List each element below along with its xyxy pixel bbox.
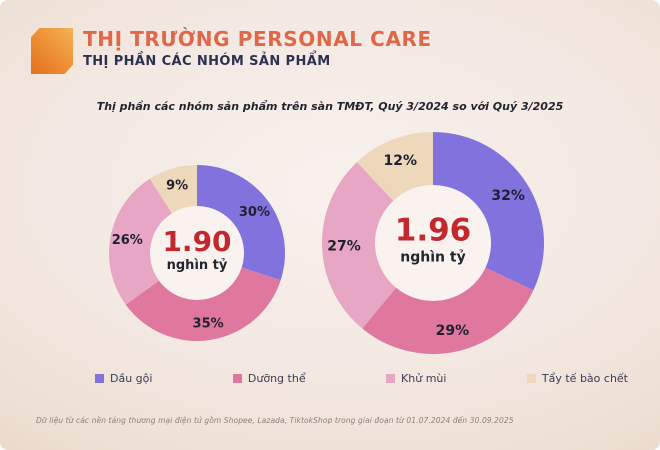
legend-item-khu-mui: Khử mùi [386,372,446,385]
donut-1-segment-0 [433,132,544,291]
donut-0-segment-label-2: 26% [112,233,143,248]
legend-swatch-icon [386,374,396,383]
donut-0-segment-0 [197,165,285,281]
donut-chart-q3-2024: 30% 35% 26% 9% [109,165,285,341]
donut-1-segment-label-3: 12% [383,153,417,169]
donut-0-segment-label-0: 30% [239,205,270,220]
legend-swatch-icon [526,374,536,383]
legend-item-tay-te-bao-chet: Tẩy tế bào chết [526,372,628,385]
donut-1-segment-label-1: 29% [436,323,470,339]
donut-hole [375,185,491,301]
donut-0-segment-label-1: 35% [193,317,224,332]
legend-swatch-icon [95,374,104,383]
legend-swatch-icon [232,374,242,383]
legend-item-dau-goi: Dầu gội [95,372,152,385]
chart-title: Thị phần các nhóm sản phẩm trên sàn TMĐT… [96,100,564,113]
donut-1-segment-3 [357,132,433,201]
donut-hole [150,206,244,300]
donut-0-segment-1 [125,267,281,341]
legend-item-duong-the: Dưỡng thể [232,372,306,385]
legend-label: Dưỡng thể [247,372,306,385]
legend-label: Tẩy tế bào chết [541,372,628,385]
brand-logo-icon [31,28,73,74]
donut-chart-q3-2025: 32% 29% 27% 12% [322,132,544,354]
donut-1-segment-label-2: 27% [327,239,361,255]
legend-label: Khử mùi [401,372,447,385]
donut-0-segment-2 [109,178,172,305]
donut-0-segment-label-3: 9% [166,178,188,193]
donut-0-segment-3 [149,165,197,214]
source-note: Dữ liệu từ các nền tảng thương mại điện … [36,416,514,425]
page-title: THỊ TRƯỜNG PERSONAL CARE [83,27,432,51]
page-subtitle: THỊ PHẦN CÁC NHÓM SẢN PHẨM [83,54,331,69]
donut-1-segment-2 [322,162,397,329]
donut-1-segment-label-0: 32% [491,188,525,204]
header: THỊ TRƯỜNG PERSONAL CARE THỊ PHẦN CÁC NH… [83,27,432,70]
legend-label: Dầu gội [110,372,153,385]
chart-legend: Dầu gội Dưỡng thể Khử mùi Tẩy tế bào chế… [95,372,628,385]
donut-1-segment-1 [362,267,534,354]
